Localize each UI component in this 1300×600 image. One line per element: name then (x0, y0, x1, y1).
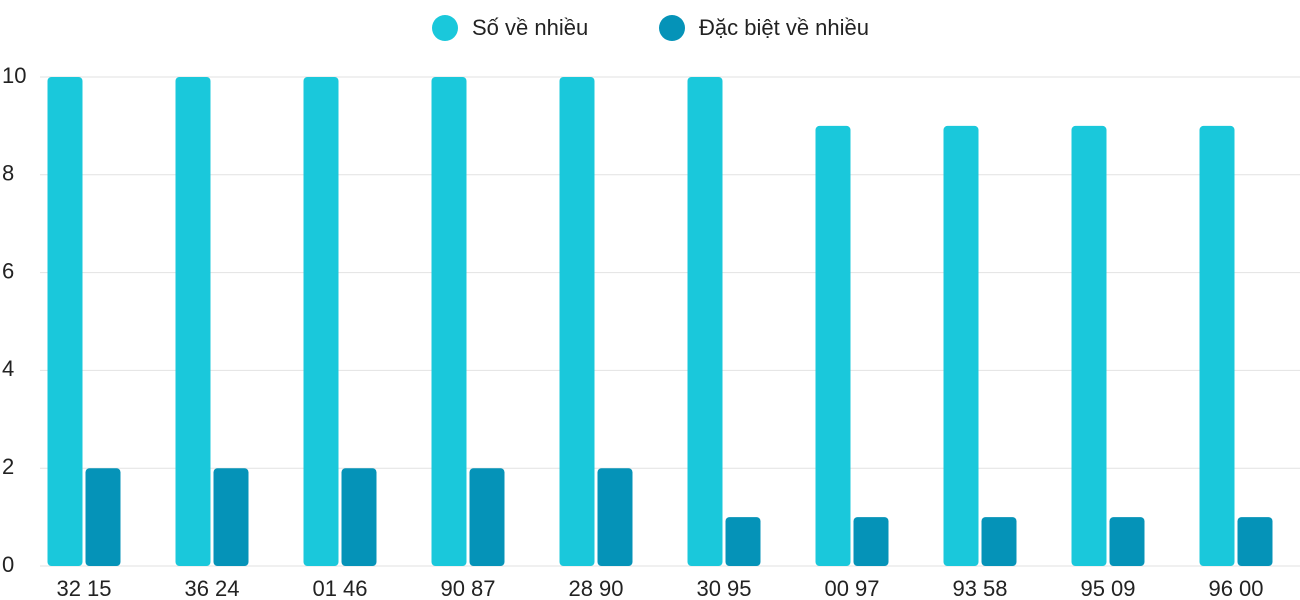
legend-label: Đặc biệt về nhiều (699, 15, 869, 40)
bar (1199, 125, 1235, 567)
bar (469, 468, 505, 566)
x-tick-label: 30 95 (696, 576, 751, 600)
bar (853, 517, 889, 566)
bar (303, 77, 339, 566)
bar (981, 517, 1017, 566)
bar (815, 125, 851, 567)
x-tick-label: 28 90 (568, 576, 623, 600)
y-tick-label: 0 (2, 552, 14, 577)
x-tick-label: 00 97 (824, 576, 879, 600)
y-tick-label: 4 (2, 356, 14, 381)
x-tick-label: 96 00 (1208, 576, 1263, 600)
bar (47, 77, 83, 566)
bar (175, 77, 211, 566)
bar (559, 77, 595, 566)
bar (597, 468, 633, 566)
bar (725, 517, 761, 566)
bar (1071, 125, 1107, 567)
x-tick-label: 93 58 (952, 576, 1007, 600)
x-tick-label: 90 87 (440, 576, 495, 600)
bar (85, 468, 121, 566)
legend-marker (432, 15, 458, 41)
x-tick-label: 32 15 (56, 576, 111, 600)
y-tick-label: 10 (2, 63, 26, 88)
bar (213, 468, 249, 566)
bar (1237, 517, 1273, 566)
bar (431, 77, 467, 566)
bar (1109, 517, 1145, 566)
x-tick-label: 01 46 (312, 576, 367, 600)
x-tick-label: 36 24 (184, 576, 239, 600)
bar (341, 468, 377, 566)
y-tick-label: 8 (2, 161, 14, 186)
legend-marker (659, 15, 685, 41)
x-tick-label: 95 09 (1080, 576, 1135, 600)
bar (943, 125, 979, 567)
y-tick-label: 2 (2, 454, 14, 479)
y-tick-label: 6 (2, 258, 14, 283)
legend-label: Số về nhiều (472, 15, 588, 40)
bar (687, 77, 723, 566)
